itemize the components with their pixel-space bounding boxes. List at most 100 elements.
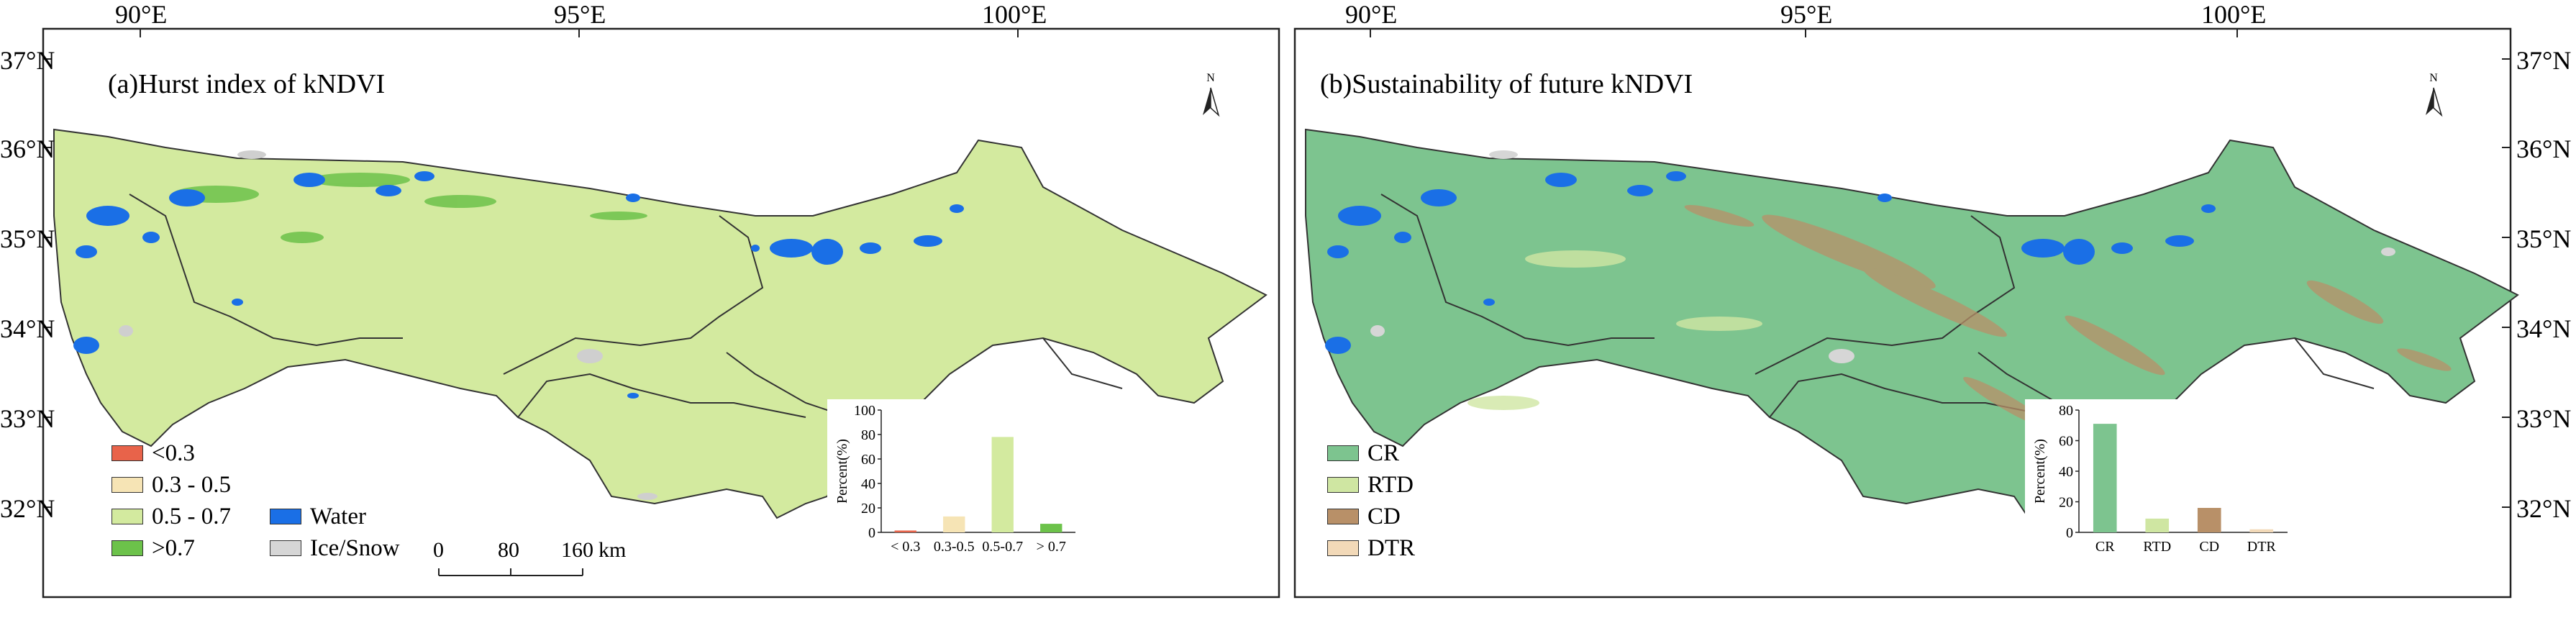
legend-label: 0.5 - 0.7 <box>152 503 231 529</box>
lat-label: 32°N <box>2516 494 2572 523</box>
water-bodies <box>73 171 964 399</box>
y-tick-label: 0 <box>868 525 875 541</box>
y-tick-label: 100 <box>854 403 875 419</box>
lat-label: 36°N <box>0 135 55 163</box>
lat-label: 34°N <box>0 314 55 343</box>
panel-title: (b)Sustainability of future kNDVI <box>1320 69 1693 99</box>
rtd-patches <box>1467 250 1762 410</box>
north-arrow-icon <box>2426 87 2443 117</box>
bar <box>991 437 1014 532</box>
scale-label: 0 <box>433 538 444 562</box>
swatch <box>111 509 143 524</box>
bar <box>2249 529 2274 532</box>
y-tick-label: 20 <box>2059 495 2073 511</box>
legend-label: 0.3 - 0.5 <box>152 471 231 498</box>
y-tick-label: 20 <box>861 501 875 517</box>
x-tick-label: 0.5-0.7 <box>982 539 1023 555</box>
lon-label: 90°E <box>1345 0 1398 29</box>
legend-item: Water <box>270 501 400 532</box>
y-tick-label: 60 <box>2059 434 2073 450</box>
ice-snow <box>1370 150 2395 363</box>
internal-boundaries <box>129 194 1123 447</box>
lat-label: 35°N <box>2516 224 2572 253</box>
x-tick-label: CR <box>2095 539 2115 555</box>
legend-b: CR RTD CD DTR <box>1327 437 1415 564</box>
north-arrow-icon <box>1203 87 1220 117</box>
bar <box>1040 524 1062 532</box>
x-tick-label: DTR <box>2247 539 2277 555</box>
legend-label: Water <box>310 503 366 529</box>
legend-a: <0.3 0.3 - 0.5 0.5 - 0.7 >0.7 <box>111 437 231 564</box>
ice-snow <box>119 150 657 500</box>
lon-tick-marks <box>43 29 1019 508</box>
panel-b: 0 20 40 60 80 CR RTD CD DTR Percent(%) 90°E 95°E … <box>1288 0 2575 623</box>
legend-item: >0.7 <box>111 532 231 564</box>
map-frame <box>42 27 1280 599</box>
water-bodies <box>1325 171 2216 354</box>
lat-label: 34°N <box>2516 314 2572 343</box>
inset-chart-b: 0 20 40 60 80 CR RTD CD DTR Percent(%) <box>2025 399 2302 579</box>
swatch <box>111 477 143 493</box>
lat-label: 33°N <box>2516 404 2572 433</box>
swatch <box>111 445 143 461</box>
swatch <box>1327 477 1359 493</box>
swatch <box>270 509 301 524</box>
inset-chart-a: 0 20 40 60 80 100 < 0.3 0.3-0.5 0.5-0.7 > 0.7 Perc… <box>827 399 1090 579</box>
lat-label: 33°N <box>0 404 55 433</box>
lon-label: 90°E <box>115 0 168 29</box>
swatch <box>1327 540 1359 556</box>
lat-label: 36°N <box>2516 135 2572 163</box>
panel-b-map: 0 20 40 60 80 CR RTD CD DTR Percent(%) <box>1293 27 2519 599</box>
lat-label: 37°N <box>0 46 55 75</box>
legend-label: CR <box>1367 440 1400 466</box>
legend-a-extra: Water Ice/Snow <box>270 501 400 564</box>
lon-label: 100°E <box>2201 0 2267 29</box>
legend-label: DTR <box>1367 535 1415 561</box>
swatch <box>270 540 301 556</box>
x-tick-label: RTD <box>2143 539 2171 555</box>
y-tick-label: 0 <box>2066 525 2073 541</box>
x-tick-label: < 0.3 <box>891 539 920 555</box>
legend-label: >0.7 <box>152 535 195 561</box>
north-label: N <box>1206 72 1215 84</box>
swatch <box>1327 509 1359 524</box>
lat-label: 35°N <box>0 224 55 253</box>
legend-label: CD <box>1367 503 1401 529</box>
legend-label: RTD <box>1367 471 1414 498</box>
swatch <box>111 540 143 556</box>
y-tick-label: 80 <box>861 427 875 443</box>
scale-label: 160 <box>561 538 593 562</box>
y-tick-label: 80 <box>2059 403 2073 419</box>
legend-item: <0.3 <box>111 437 231 469</box>
y-tick-label: 60 <box>861 452 875 468</box>
panel-a-map: 0 20 40 60 80 100 < 0.3 0.3-0.5 0.5-0.7 > 0.7 Perc… <box>42 27 1280 599</box>
legend-item: Ice/Snow <box>270 532 400 564</box>
lon-label: 95°E <box>554 0 606 29</box>
y-axis-label: Percent(%) <box>2032 439 2048 504</box>
y-tick-label: 40 <box>2059 464 2073 480</box>
legend-item: 0.5 - 0.7 <box>111 501 231 532</box>
map-frame <box>1293 27 2512 599</box>
y-tick-label: 40 <box>861 476 875 492</box>
lat-tick-marks <box>1370 29 2511 508</box>
legend-item: RTD <box>1327 469 1415 501</box>
bar <box>943 516 965 532</box>
panel-title: (a)Hurst index of kNDVI <box>108 69 386 99</box>
bar <box>2145 518 2170 532</box>
legend-item: CR <box>1327 437 1415 469</box>
lon-label: 100°E <box>982 0 1047 29</box>
legend-item: 0.3 - 0.5 <box>111 469 231 501</box>
legend-item: CD <box>1327 501 1415 532</box>
legend-label: Ice/Snow <box>310 535 400 561</box>
x-tick-label: 0.3-0.5 <box>934 539 975 555</box>
inset-background <box>827 399 1090 579</box>
scale-label: 80 <box>498 538 519 562</box>
inset-background <box>2025 399 2302 579</box>
lon-label: 95°E <box>1780 0 1833 29</box>
y-axis-label: Percent(%) <box>834 439 850 504</box>
lat-label: 37°N <box>2516 46 2572 75</box>
legend-label: <0.3 <box>152 440 195 466</box>
north-label: N <box>2429 72 2438 84</box>
swatch <box>1327 445 1359 461</box>
bar <box>2197 508 2221 532</box>
